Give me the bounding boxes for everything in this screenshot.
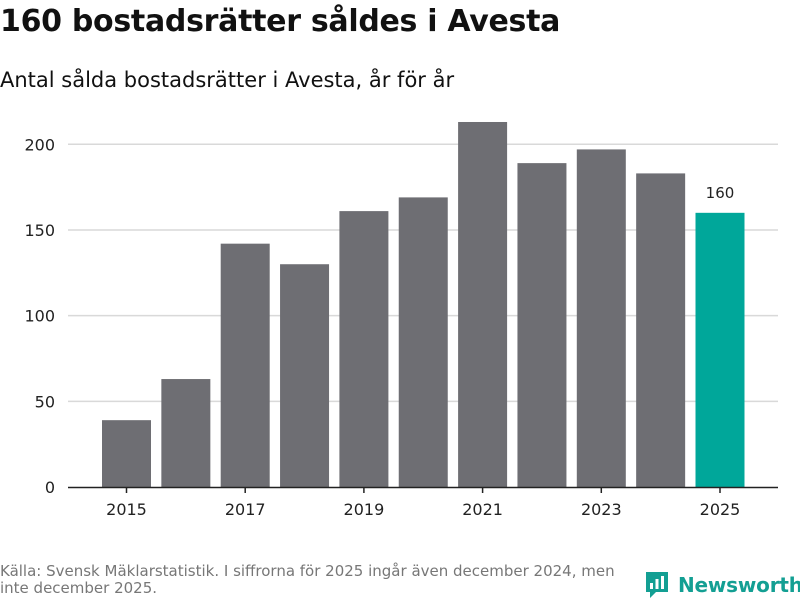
bar-2015 (102, 420, 151, 487)
newsworthy-logo-icon (646, 572, 668, 598)
y-tick-label: 200 (24, 135, 55, 154)
x-tick-label: 2017 (225, 500, 266, 519)
bar-2023 (576, 149, 626, 487)
bar-2024 (636, 173, 686, 487)
x-tick-label: 2025 (700, 500, 741, 519)
bar-2017 (220, 243, 270, 487)
bar-2021 (458, 121, 508, 487)
bar-2020 (398, 197, 448, 488)
labels: 0 50 100 150 200 2015 2017 2019 2021 2023 2025 160 (24, 135, 740, 519)
y-tick-label: 0 (45, 478, 55, 497)
y-tick-label: 100 (24, 307, 55, 326)
y-tick-label: 150 (24, 221, 55, 240)
chart-title: 160 bostadsrätter såldes i Avesta (0, 4, 561, 39)
bar-2022 (517, 163, 567, 487)
x-tick-label: 2023 (581, 500, 622, 519)
x-tick-label: 2021 (462, 500, 503, 519)
bar-2019 (339, 211, 389, 487)
brand-name: Newsworthy (678, 573, 800, 597)
data-label-2025: 160 (706, 184, 735, 202)
source-note: Källa: Svensk Mäklarstatistik. I siffror… (0, 562, 615, 597)
bars (102, 121, 745, 488)
y-tick-label: 50 (35, 392, 55, 411)
x-tick-label: 2019 (344, 500, 385, 519)
axes (68, 486, 778, 493)
bar-2016 (161, 379, 211, 487)
brand[interactable]: Newsworthy (644, 569, 800, 601)
x-tick-label: 2015 (106, 500, 147, 519)
bar-2018 (280, 264, 330, 487)
chart-subtitle: Antal sålda bostadsrätter i Avesta, år f… (0, 68, 455, 92)
bar-2025 (695, 212, 745, 487)
